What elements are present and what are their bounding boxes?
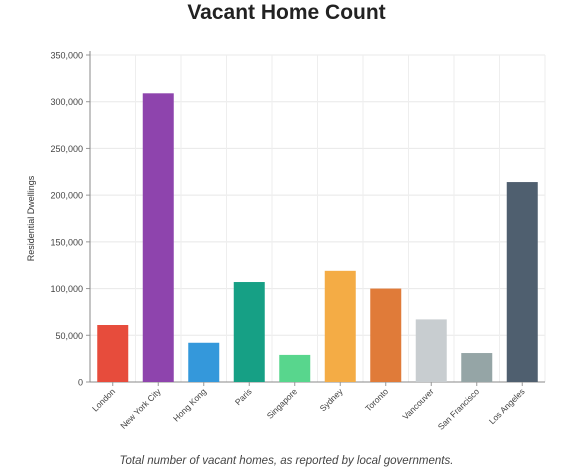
y-tick-label: 100,000 (50, 284, 83, 294)
y-tick-label: 0 (78, 378, 83, 388)
bar-vancouver (415, 319, 447, 382)
x-tick-label: Singapore (265, 386, 300, 421)
y-tick-label: 150,000 (50, 237, 83, 247)
y-axis-title: Residential Dwellings (26, 175, 36, 261)
chart-title: Vacant Home Count (187, 1, 386, 24)
x-tick-label: Sydney (318, 386, 346, 414)
bar-toronto (370, 288, 402, 382)
y-tick-label: 350,000 (50, 51, 83, 61)
bar-san-francisco (461, 353, 493, 382)
chart-area: 0 50,000 100,000 150,000 200,000 250,000 300,0… (26, 51, 546, 432)
chart-caption: Total number of vacant homes, as reporte… (119, 455, 454, 467)
x-tick-label: San Francisco (436, 386, 482, 432)
x-tick-label: Vancouver (400, 386, 435, 421)
x-tick-label: New York City (118, 386, 163, 431)
x-tick-label: Toronto (363, 386, 390, 413)
x-tick-label: Hong Kong (171, 386, 208, 423)
bar-london (97, 325, 129, 382)
y-tick-label: 300,000 (50, 97, 83, 107)
y-tick-label: 250,000 (50, 144, 83, 154)
x-tick-label: Los Angeles (487, 386, 527, 426)
bar-singapore (279, 354, 311, 382)
x-tick-label: Paris (233, 386, 254, 407)
bar-sydney (324, 270, 356, 382)
bar-paris (233, 282, 265, 382)
bar-hong-kong (188, 342, 220, 382)
y-tick-label: 200,000 (50, 191, 83, 201)
y-tick-label: 50,000 (55, 331, 83, 341)
bar-new-york-city (142, 93, 174, 382)
x-tick-label: London (90, 386, 117, 413)
bar-los-angeles (506, 182, 538, 382)
bar-chart: 0 50,000 100,000 150,000 200,000 250,000 300,0… (26, 51, 546, 432)
